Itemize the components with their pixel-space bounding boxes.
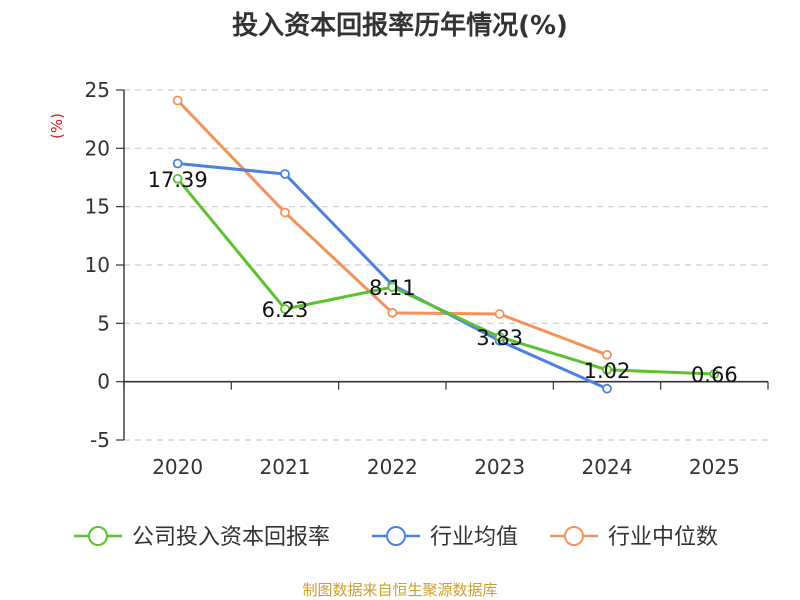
data-point[interactable]	[494, 332, 505, 342]
data-point[interactable]	[709, 369, 720, 379]
data-point[interactable]	[602, 383, 612, 394]
legend-marker	[386, 526, 406, 546]
x-tick-label: 2024	[582, 455, 633, 479]
series-layer	[172, 95, 720, 394]
x-tick-label: 2022	[367, 455, 418, 479]
y-tick-label: 5	[97, 311, 110, 335]
legend-label: 公司投入资本回报率	[132, 525, 330, 550]
x-tick-label: 2020	[152, 455, 203, 479]
legend[interactable]: 公司投入资本回报率 行业均值 行业中位数	[74, 525, 718, 550]
data-label: 17.39	[148, 168, 208, 192]
data-label: 6.23	[262, 298, 309, 322]
data-point[interactable]	[280, 169, 290, 179]
legend-item[interactable]: 行业中位数	[550, 525, 718, 550]
data-labels: 17.39 6.23 8.11 3.83 1.02 0.66	[148, 168, 738, 387]
y-tick-label: 20	[85, 136, 110, 160]
legend-item[interactable]: 行业均值	[372, 525, 518, 550]
x-tick-label: 2025	[689, 455, 740, 479]
x-tick-label: 2021	[260, 455, 311, 479]
data-point[interactable]	[280, 207, 290, 218]
data-point[interactable]	[280, 304, 290, 314]
grid	[124, 89, 768, 441]
x-tick-label: 2023	[474, 455, 525, 479]
y-axis-label: (%)	[48, 113, 66, 139]
series-line	[176, 177, 715, 376]
y-tick-label: 15	[85, 195, 110, 219]
data-label: 0.66	[691, 363, 738, 387]
y-tick-label: 0	[97, 370, 110, 394]
data-point[interactable]	[602, 364, 612, 375]
legend-label: 行业均值	[430, 525, 518, 550]
y-tick-label: 10	[85, 253, 110, 277]
data-label: 8.11	[369, 276, 416, 300]
data-point[interactable]	[172, 173, 183, 184]
data-point[interactable]	[172, 158, 183, 169]
y-tick-label: -5	[90, 428, 110, 452]
axes: 25 20 15 10 5 0 -5 2020 2021 2022 2023 2024 2025	[85, 78, 769, 479]
data-point[interactable]	[494, 309, 505, 319]
y-tick-label: 25	[85, 78, 110, 102]
data-point[interactable]	[172, 95, 183, 106]
data-point[interactable]	[387, 307, 398, 318]
data-point[interactable]	[387, 282, 398, 292]
legend-marker	[88, 526, 108, 546]
data-label: 1.02	[584, 359, 631, 383]
legend-label: 行业中位数	[608, 525, 718, 550]
source-note: 制图数据来自恒生聚源数据库	[302, 581, 497, 599]
data-point[interactable]	[602, 349, 612, 360]
legend-item[interactable]: 公司投入资本回报率	[74, 525, 330, 550]
legend-marker	[564, 526, 584, 546]
data-label: 3.83	[476, 326, 523, 350]
chart-title: 投入资本回报率历年情况(%)	[232, 10, 568, 41]
